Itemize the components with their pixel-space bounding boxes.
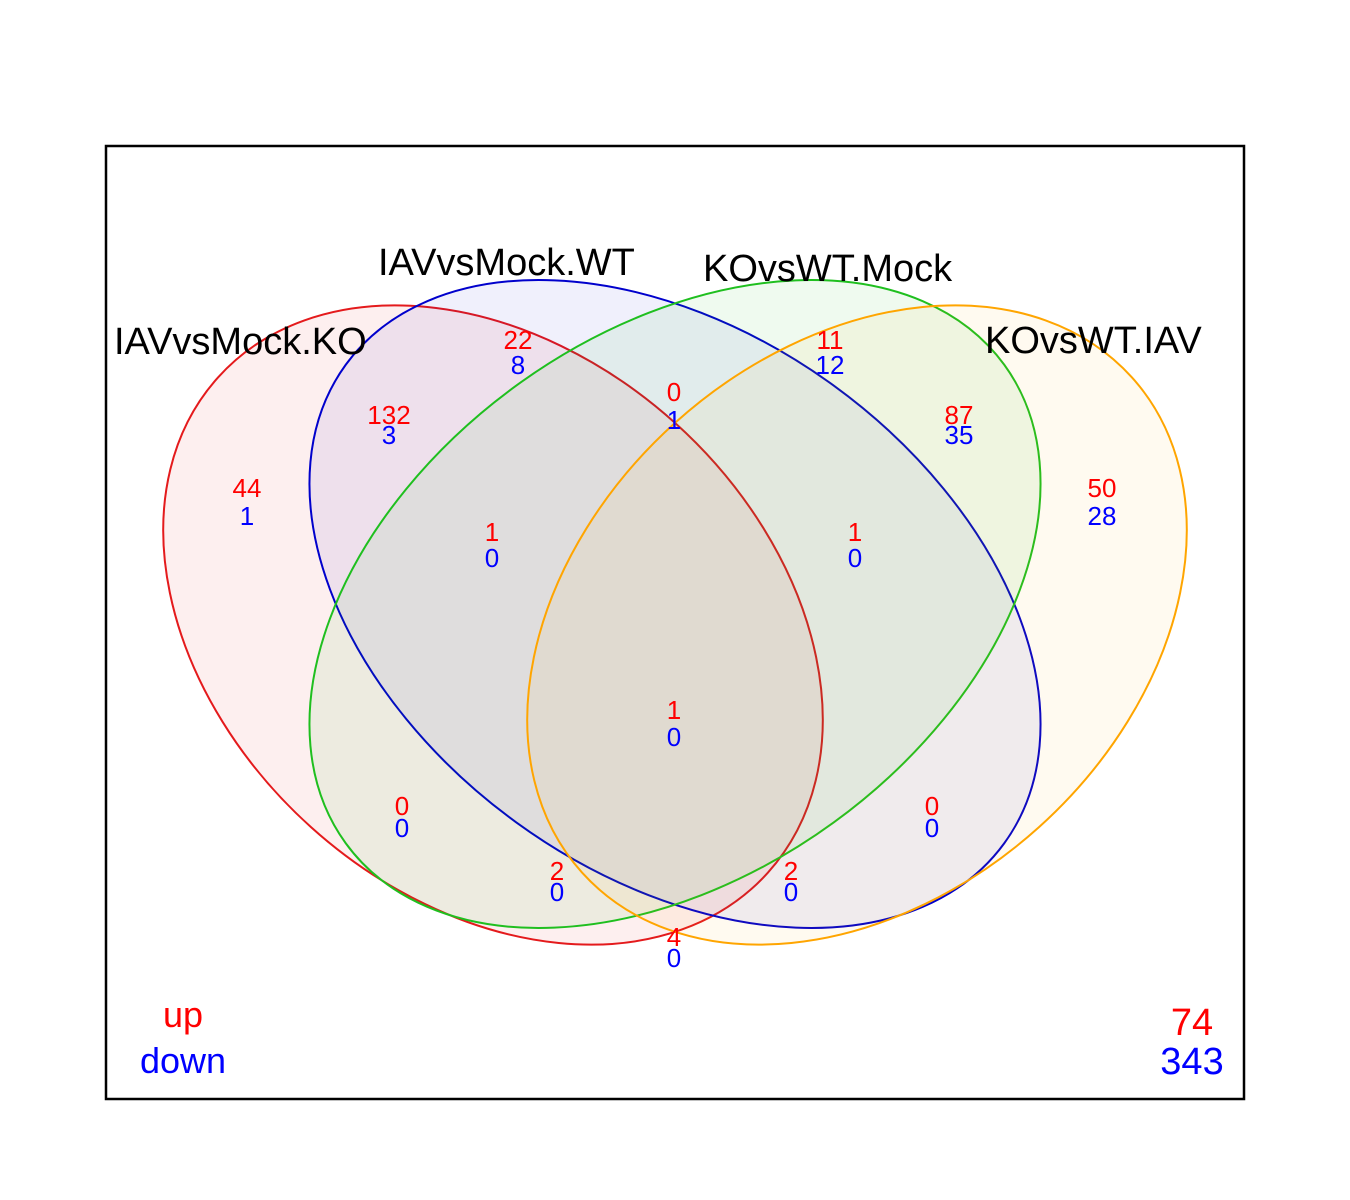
region-up-count: 2 (550, 856, 564, 886)
region-down-count: 0 (848, 543, 862, 573)
region-up-count: 22 (504, 325, 533, 355)
region-down-count: 0 (667, 722, 681, 752)
region-up-count: 50 (1088, 473, 1117, 503)
set-label-kovswt-iav: KOvsWT.IAV (985, 320, 1202, 362)
set-ellipse-kovswt-mock (308, 279, 1042, 929)
set-label-iavvsmock-wt: IAVvsMock.WT (378, 242, 635, 284)
region-wt-only: 22 8 (504, 325, 533, 380)
region-up-count: 1 (667, 695, 681, 725)
region-down-count: 28 (1088, 501, 1117, 531)
region-down-count: 0 (485, 543, 499, 573)
region-iav-only: 50 28 (1088, 473, 1117, 531)
region-ko-wt-iav: 2 0 (784, 856, 798, 907)
region-down-count: 0 (925, 813, 939, 843)
region-up-count: 0 (925, 791, 939, 821)
region-ko-mock: 0 0 (395, 791, 409, 843)
outside-up-count: 74 (1171, 1002, 1213, 1044)
region-down-count: 0 (784, 877, 798, 907)
region-ko-wt: 132 3 (367, 400, 410, 450)
region-down-count: 1 (240, 501, 254, 531)
plot-frame (104, 144, 1246, 1101)
region-up-count: 87 (945, 400, 974, 430)
region-down-count: 0 (550, 877, 564, 907)
region-all-four: 1 0 (667, 695, 681, 752)
region-down-count: 0 (667, 943, 681, 973)
region-down-count: 12 (816, 350, 845, 380)
region-wt-mock-iav: 1 0 (848, 517, 862, 573)
region-ko-wt-mock: 1 0 (485, 517, 499, 573)
set-ellipse-iavvsmock-wt (308, 279, 1042, 929)
region-up-count: 11 (817, 325, 844, 355)
region-up-count: 0 (395, 791, 409, 821)
region-down-count: 3 (382, 420, 396, 450)
region-ko-only: 44 1 (233, 473, 262, 531)
region-wt-mock: 0 1 (667, 377, 681, 435)
region-mock-iav: 87 35 (945, 400, 974, 450)
legend-down-label: down (140, 1040, 226, 1081)
region-up-count: 0 (667, 377, 681, 407)
region-up-count: 132 (367, 400, 410, 430)
region-up-count: 1 (848, 517, 862, 547)
region-down-count: 8 (511, 350, 525, 380)
legend-up-label: up (163, 994, 203, 1035)
outside-down-count: 343 (1160, 1041, 1223, 1083)
region-down-count: 0 (395, 813, 409, 843)
region-up-count: 4 (667, 922, 681, 952)
set-ellipse-kovswt-iav (526, 304, 1188, 946)
region-up-count: 44 (233, 473, 262, 503)
set-label-kovswt-mock: KOvsWT.Mock (703, 248, 953, 290)
region-mock-only: 11 12 (816, 325, 845, 380)
region-up-count: 1 (485, 517, 499, 547)
set-label-iavvsmock-ko: IAVvsMock.KO (114, 321, 367, 363)
region-wt-iav: 0 0 (925, 791, 939, 843)
region-ko-mock-iav: 2 0 (550, 856, 564, 907)
region-down-count: 35 (945, 420, 974, 450)
region-down-count: 1 (667, 405, 681, 435)
region-up-count: 2 (784, 856, 798, 886)
region-ko-iav: 4 0 (667, 922, 681, 973)
